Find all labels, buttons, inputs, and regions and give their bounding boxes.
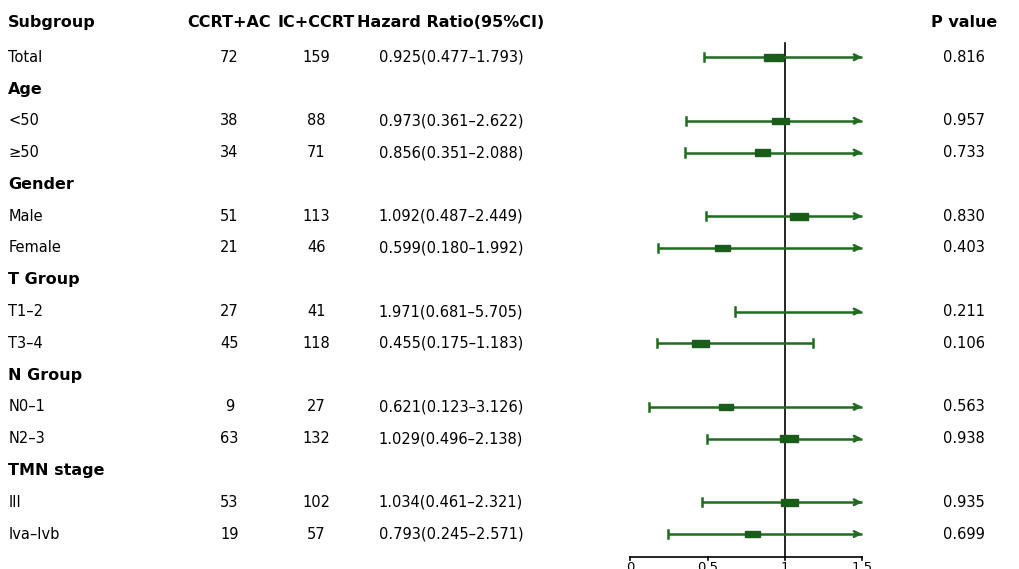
- Text: 88: 88: [307, 113, 325, 128]
- Text: Age: Age: [8, 81, 43, 97]
- Text: N0–1: N0–1: [8, 399, 45, 414]
- Text: T Group: T Group: [8, 272, 79, 287]
- Text: 9: 9: [224, 399, 234, 414]
- Text: T3–4: T3–4: [8, 336, 43, 351]
- Text: 19: 19: [220, 526, 238, 542]
- Text: 21: 21: [220, 241, 238, 255]
- Text: 72: 72: [220, 50, 238, 65]
- Text: Iva–Ivb: Iva–Ivb: [8, 526, 59, 542]
- Bar: [754, 150, 769, 156]
- Text: 0.699: 0.699: [942, 526, 984, 542]
- Bar: [790, 213, 807, 220]
- Text: 1.092(0.487–2.449): 1.092(0.487–2.449): [378, 209, 523, 224]
- Text: 118: 118: [302, 336, 330, 351]
- Text: 0: 0: [626, 562, 634, 569]
- Text: Subgroup: Subgroup: [8, 15, 96, 30]
- Text: 0.733: 0.733: [943, 145, 983, 160]
- Text: 0.621(0.123–3.126): 0.621(0.123–3.126): [378, 399, 523, 414]
- Text: 0.403: 0.403: [942, 241, 984, 255]
- Text: Hazard Ratio(95%CI): Hazard Ratio(95%CI): [357, 15, 544, 30]
- Text: 132: 132: [302, 431, 330, 446]
- Text: 46: 46: [307, 241, 325, 255]
- Text: Female: Female: [8, 241, 61, 255]
- Text: N2–3: N2–3: [8, 431, 45, 446]
- Text: 0.793(0.245–2.571): 0.793(0.245–2.571): [378, 526, 523, 542]
- Text: CCRT+AC: CCRT+AC: [187, 15, 271, 30]
- Text: 1.5: 1.5: [851, 562, 871, 569]
- Text: 0.211: 0.211: [942, 304, 984, 319]
- Text: N Group: N Group: [8, 368, 83, 382]
- Text: 0.830: 0.830: [942, 209, 984, 224]
- Text: 1: 1: [780, 562, 789, 569]
- Text: 159: 159: [302, 50, 330, 65]
- Text: Gender: Gender: [8, 177, 74, 192]
- Bar: [691, 340, 708, 347]
- Text: 45: 45: [220, 336, 238, 351]
- Bar: [718, 404, 733, 410]
- Text: Male: Male: [8, 209, 43, 224]
- Text: 1.029(0.496–2.138): 1.029(0.496–2.138): [378, 431, 523, 446]
- Bar: [771, 118, 788, 124]
- Text: ≥50: ≥50: [8, 145, 39, 160]
- Text: 38: 38: [220, 113, 238, 128]
- Text: 0.973(0.361–2.622): 0.973(0.361–2.622): [378, 113, 523, 128]
- Text: 27: 27: [220, 304, 238, 319]
- Text: 71: 71: [307, 145, 325, 160]
- Text: <50: <50: [8, 113, 39, 128]
- Text: 1.971(0.681–5.705): 1.971(0.681–5.705): [378, 304, 523, 319]
- Text: Total: Total: [8, 50, 43, 65]
- Text: 57: 57: [307, 526, 325, 542]
- Bar: [763, 53, 782, 61]
- Text: 53: 53: [220, 495, 238, 510]
- Text: 102: 102: [302, 495, 330, 510]
- Bar: [781, 499, 798, 506]
- Text: IC+CCRT: IC+CCRT: [277, 15, 355, 30]
- Text: 41: 41: [307, 304, 325, 319]
- Text: 0.5: 0.5: [696, 562, 717, 569]
- Bar: [780, 435, 797, 442]
- Text: 63: 63: [220, 431, 238, 446]
- Text: 0.935: 0.935: [943, 495, 983, 510]
- Bar: [714, 245, 730, 251]
- Text: 1.034(0.461–2.321): 1.034(0.461–2.321): [378, 495, 523, 510]
- Text: 0.816: 0.816: [942, 50, 984, 65]
- Text: 0.856(0.351–2.088): 0.856(0.351–2.088): [378, 145, 523, 160]
- Text: P value: P value: [930, 15, 996, 30]
- Text: 0.938: 0.938: [943, 431, 983, 446]
- Text: III: III: [8, 495, 21, 510]
- Text: TMN stage: TMN stage: [8, 463, 105, 478]
- Text: 0.563: 0.563: [943, 399, 983, 414]
- Text: 34: 34: [220, 145, 238, 160]
- Text: 0.599(0.180–1.992): 0.599(0.180–1.992): [378, 241, 523, 255]
- Text: 0.925(0.477–1.793): 0.925(0.477–1.793): [378, 50, 523, 65]
- Text: T1–2: T1–2: [8, 304, 43, 319]
- Text: 0.106: 0.106: [942, 336, 984, 351]
- Text: 0.455(0.175–1.183): 0.455(0.175–1.183): [378, 336, 523, 351]
- Text: 0.957: 0.957: [942, 113, 984, 128]
- Bar: [745, 531, 759, 537]
- Text: 51: 51: [220, 209, 238, 224]
- Text: 27: 27: [307, 399, 325, 414]
- Text: 113: 113: [302, 209, 330, 224]
